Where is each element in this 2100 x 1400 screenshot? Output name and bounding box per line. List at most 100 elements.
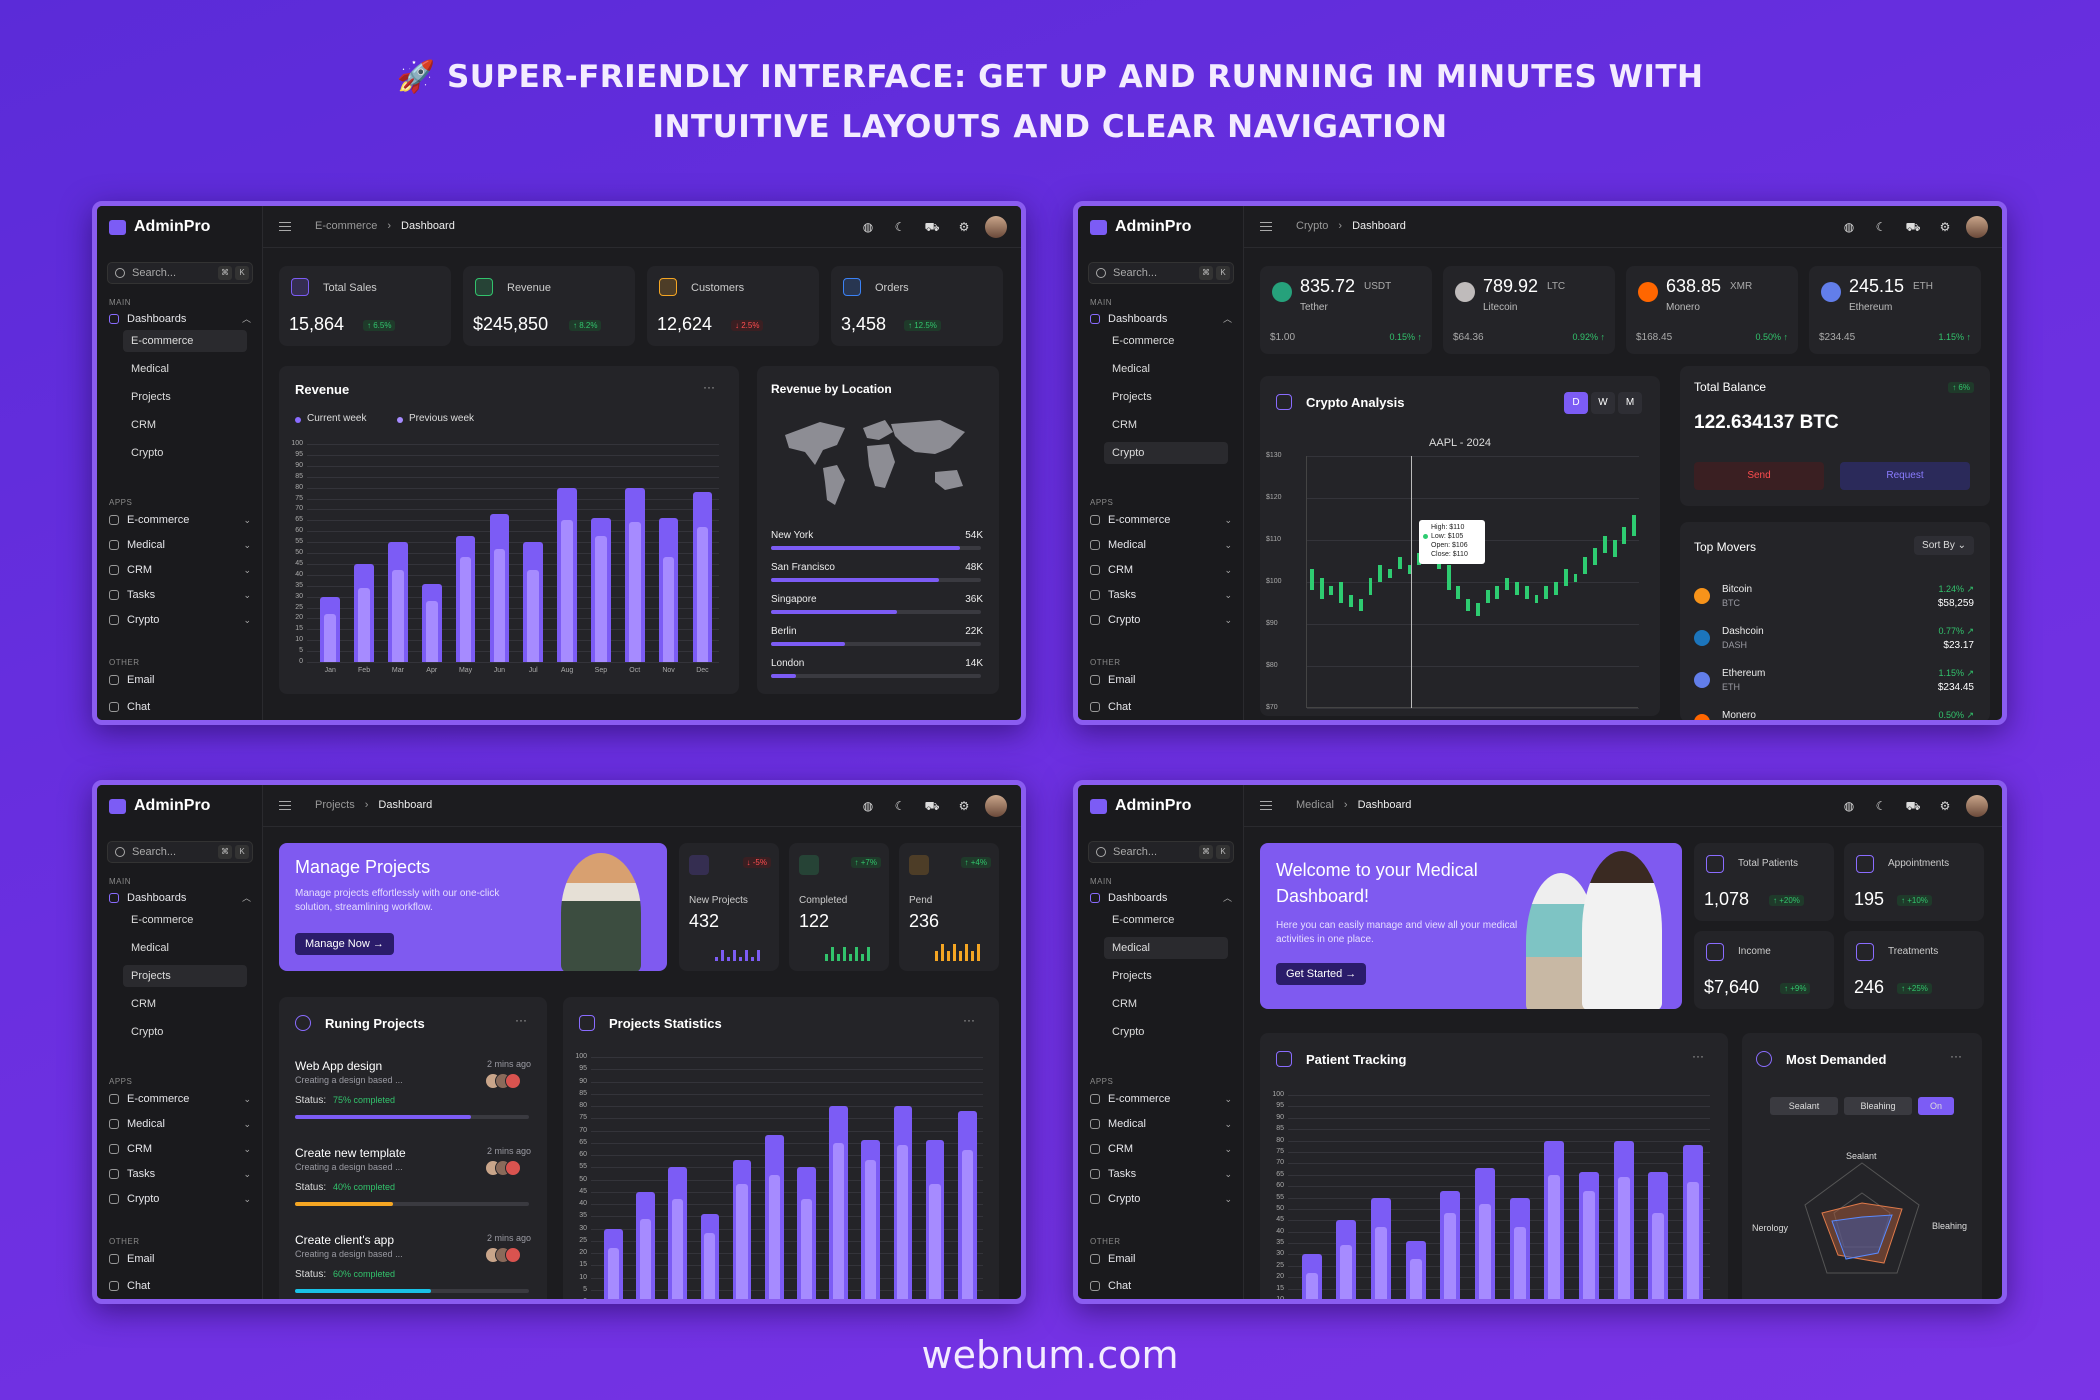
bar-series-2[interactable] bbox=[696, 526, 709, 662]
bar-series-2[interactable] bbox=[736, 1184, 748, 1299]
sidebar-app-crypto[interactable]: Crypto ⌄ bbox=[109, 614, 251, 626]
sidebar-sub-e-commerce[interactable]: E-commerce bbox=[1112, 914, 1175, 926]
avatar[interactable] bbox=[1966, 795, 1988, 817]
more-icon[interactable]: ··· bbox=[515, 1013, 527, 1027]
search-input[interactable]: Search... ⌘ K bbox=[1088, 262, 1234, 284]
sidebar-app-tasks[interactable]: Tasks ⌄ bbox=[109, 1168, 251, 1180]
sidebar-other-email[interactable]: Email bbox=[1090, 1253, 1232, 1265]
sidebar-app-crm[interactable]: CRM ⌄ bbox=[109, 1143, 251, 1155]
bar-series-2[interactable] bbox=[1582, 1190, 1596, 1299]
candle[interactable] bbox=[1466, 598, 1471, 612]
stat-card[interactable]: Customers 12,624 ↓ 2.5% bbox=[647, 266, 819, 346]
sidebar-app-medical[interactable]: Medical ⌄ bbox=[109, 539, 251, 551]
sidebar-app-e-commerce[interactable]: E-commerce ⌄ bbox=[1090, 1093, 1232, 1105]
sidebar-sub-crm[interactable]: CRM bbox=[1112, 419, 1138, 431]
candle[interactable] bbox=[1632, 514, 1637, 536]
candle[interactable] bbox=[1554, 582, 1558, 595]
sidebar-item-dashboards[interactable]: Dashboards ︿ bbox=[1090, 891, 1232, 904]
candle[interactable] bbox=[1593, 548, 1597, 566]
candle[interactable] bbox=[1622, 527, 1627, 545]
candle[interactable] bbox=[1495, 586, 1500, 599]
bar-series-2[interactable] bbox=[493, 548, 506, 662]
more-icon[interactable]: ··· bbox=[703, 380, 715, 394]
bar-series-2[interactable] bbox=[1652, 1213, 1665, 1299]
sidebar-other-chat[interactable]: Chat bbox=[1090, 701, 1232, 713]
candle[interactable] bbox=[1378, 565, 1383, 582]
bar-series-2[interactable] bbox=[800, 1199, 812, 1299]
moon-icon[interactable]: ☾ bbox=[894, 799, 906, 813]
app-logo[interactable]: AdminPro bbox=[1090, 797, 1191, 815]
bar-series-2[interactable] bbox=[865, 1159, 877, 1299]
candle[interactable] bbox=[1505, 577, 1510, 591]
request-button[interactable]: Request bbox=[1840, 462, 1970, 490]
coin-card[interactable]: 638.85 XMR Monero $168.45 0.50% ↑ bbox=[1626, 266, 1798, 354]
sidebar-sub-e-commerce[interactable]: E-commerce bbox=[131, 914, 194, 926]
bar-series-2[interactable] bbox=[358, 587, 370, 662]
moon-icon[interactable]: ☾ bbox=[894, 220, 906, 234]
cart-icon[interactable]: ⛟ bbox=[924, 799, 940, 813]
sidebar-app-crm[interactable]: CRM ⌄ bbox=[109, 564, 251, 576]
candle[interactable] bbox=[1368, 577, 1373, 595]
bar-series-2[interactable] bbox=[1444, 1213, 1457, 1299]
avatar[interactable] bbox=[985, 795, 1007, 817]
gear-icon[interactable]: ⚙ bbox=[958, 220, 970, 234]
candle[interactable] bbox=[1612, 540, 1617, 557]
stat-card[interactable]: Revenue $245,850 ↑ 8.2% bbox=[463, 266, 635, 346]
sidebar-app-crypto[interactable]: Crypto ⌄ bbox=[109, 1193, 251, 1205]
bar-series-2[interactable] bbox=[459, 557, 472, 662]
sidebar-app-tasks[interactable]: Tasks ⌄ bbox=[1090, 589, 1232, 601]
timeframe-tab-w[interactable]: W bbox=[1591, 392, 1615, 414]
sidebar-sub-medical[interactable]: Medical bbox=[131, 942, 169, 954]
menu-icon[interactable] bbox=[279, 222, 291, 231]
cart-icon[interactable]: ⛟ bbox=[1905, 799, 1921, 813]
app-logo[interactable]: AdminPro bbox=[109, 218, 210, 236]
bar-series-2[interactable] bbox=[1617, 1177, 1630, 1299]
sidebar-sub-e-commerce[interactable]: E-commerce bbox=[1112, 335, 1175, 347]
bar-series-2[interactable] bbox=[425, 600, 438, 662]
candle[interactable] bbox=[1485, 590, 1490, 603]
filter-tab[interactable]: Sealant bbox=[1770, 1097, 1838, 1115]
sort-dropdown[interactable]: Sort By ⌄ bbox=[1914, 536, 1974, 555]
bar-series-2[interactable] bbox=[704, 1233, 716, 1299]
menu-icon[interactable] bbox=[279, 801, 291, 810]
sidebar-other-email[interactable]: Email bbox=[109, 674, 251, 686]
candle[interactable] bbox=[1573, 573, 1578, 582]
coin-card[interactable]: 789.92 LTC Litecoin $64.36 0.92% ↑ bbox=[1443, 266, 1615, 354]
candle[interactable] bbox=[1319, 577, 1324, 599]
more-icon[interactable]: ··· bbox=[1692, 1049, 1704, 1063]
candle[interactable] bbox=[1309, 569, 1314, 591]
filter-tab[interactable]: Bleahing bbox=[1844, 1097, 1912, 1115]
sidebar-sub-crypto[interactable]: Crypto bbox=[131, 1026, 164, 1038]
bar-series-2[interactable] bbox=[832, 1142, 845, 1299]
candle[interactable] bbox=[1348, 594, 1353, 608]
sidebar-sub-projects[interactable]: Projects bbox=[1112, 391, 1152, 403]
candle[interactable] bbox=[1329, 586, 1334, 595]
sidebar-app-medical[interactable]: Medical ⌄ bbox=[1090, 1118, 1232, 1130]
candle[interactable] bbox=[1602, 535, 1607, 553]
candle[interactable] bbox=[1407, 565, 1412, 574]
sidebar-sub-crm[interactable]: CRM bbox=[131, 998, 157, 1010]
moon-icon[interactable]: ☾ bbox=[1875, 220, 1887, 234]
globe-icon[interactable]: ◍ bbox=[862, 799, 874, 813]
project-stat-card[interactable]: ↑ +4% Pend 236 bbox=[899, 843, 999, 971]
sidebar-item-dashboards[interactable]: Dashboards ︿ bbox=[109, 891, 251, 904]
candle[interactable] bbox=[1524, 586, 1529, 599]
app-logo[interactable]: AdminPro bbox=[1090, 218, 1191, 236]
timeframe-tab-d[interactable]: D bbox=[1564, 392, 1588, 414]
candle[interactable] bbox=[1583, 556, 1588, 574]
sidebar-sub-medical[interactable]: Medical bbox=[1112, 363, 1150, 375]
bar-series-2[interactable] bbox=[1478, 1204, 1492, 1299]
bar-series-2[interactable] bbox=[595, 535, 607, 662]
sidebar-app-crypto[interactable]: Crypto ⌄ bbox=[1090, 1193, 1232, 1205]
sidebar-sub-projects[interactable]: Projects bbox=[1112, 970, 1152, 982]
gear-icon[interactable]: ⚙ bbox=[1939, 220, 1951, 234]
sidebar-app-e-commerce[interactable]: E-commerce ⌄ bbox=[1090, 514, 1232, 526]
sidebar-app-tasks[interactable]: Tasks ⌄ bbox=[1090, 1168, 1232, 1180]
send-button[interactable]: Send bbox=[1694, 462, 1824, 490]
sidebar-item-dashboards[interactable]: Dashboards ︿ bbox=[109, 312, 251, 325]
menu-icon[interactable] bbox=[1260, 222, 1272, 231]
bar-series-2[interactable] bbox=[662, 557, 675, 662]
bar-series-2[interactable] bbox=[672, 1199, 684, 1299]
sidebar-app-crypto[interactable]: Crypto ⌄ bbox=[1090, 614, 1232, 626]
sidebar-other-chat[interactable]: Chat bbox=[1090, 1280, 1232, 1292]
